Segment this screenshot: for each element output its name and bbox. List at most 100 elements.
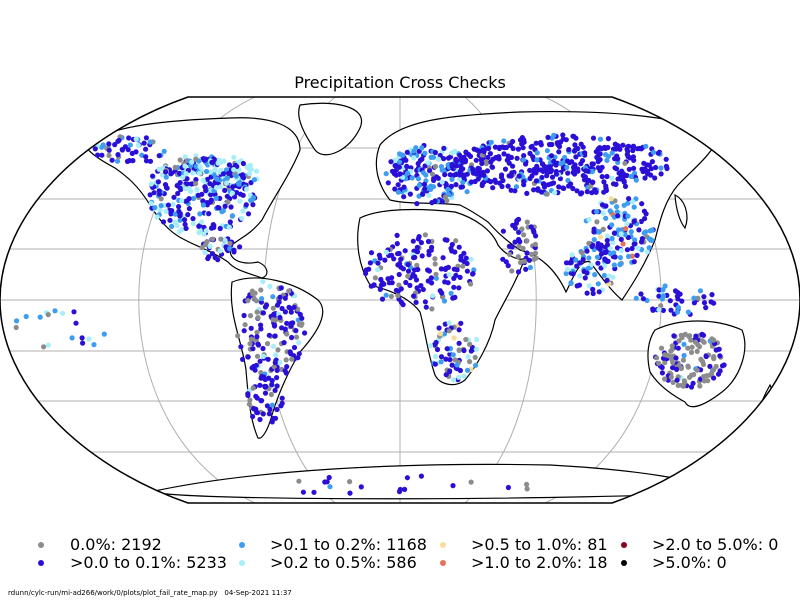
station-marker xyxy=(229,190,235,196)
station-marker xyxy=(177,217,183,223)
station-marker xyxy=(147,158,154,164)
station-marker xyxy=(453,156,459,162)
station-marker xyxy=(693,333,699,339)
station-marker xyxy=(527,264,534,271)
station-marker xyxy=(287,349,293,355)
station-marker xyxy=(254,329,260,335)
station-marker xyxy=(671,333,677,339)
station-marker xyxy=(635,245,641,251)
station-marker xyxy=(535,186,541,192)
station-marker xyxy=(414,285,420,291)
station-marker xyxy=(584,290,590,296)
station-marker xyxy=(577,273,583,279)
station-marker xyxy=(488,179,494,185)
station-marker xyxy=(668,307,674,313)
station-marker xyxy=(454,362,460,368)
station-marker xyxy=(440,294,446,300)
station-marker xyxy=(143,154,149,160)
station-marker xyxy=(172,219,178,225)
station-marker xyxy=(402,248,408,254)
station-marker xyxy=(611,230,618,236)
station-marker xyxy=(296,478,302,484)
station-marker xyxy=(272,360,278,366)
station-marker xyxy=(566,146,572,153)
station-marker xyxy=(643,211,649,217)
station-marker xyxy=(606,273,612,279)
station-marker xyxy=(264,341,271,347)
station-marker xyxy=(193,177,199,183)
station-marker xyxy=(626,253,632,260)
station-marker xyxy=(530,227,537,233)
station-marker xyxy=(574,188,580,194)
station-marker xyxy=(226,170,232,176)
station-marker xyxy=(246,401,252,407)
station-marker xyxy=(453,163,459,169)
station-marker xyxy=(705,378,711,384)
station-marker xyxy=(385,180,391,186)
station-marker xyxy=(279,395,285,401)
station-marker xyxy=(133,136,139,142)
station-marker xyxy=(183,171,189,177)
station-marker xyxy=(678,332,684,338)
station-marker xyxy=(182,186,188,192)
station-marker xyxy=(457,274,463,280)
station-marker xyxy=(190,216,196,222)
station-marker xyxy=(656,287,662,293)
station-marker xyxy=(674,309,681,315)
station-marker xyxy=(604,237,610,244)
station-marker xyxy=(163,185,170,191)
station-marker xyxy=(195,192,201,198)
station-marker xyxy=(200,177,206,183)
station-marker xyxy=(713,347,719,353)
station-marker xyxy=(165,202,171,208)
station-marker xyxy=(563,270,569,277)
station-marker xyxy=(460,159,466,165)
station-marker xyxy=(483,159,489,165)
station-marker xyxy=(143,158,150,164)
station-marker xyxy=(639,201,645,207)
station-marker xyxy=(196,223,202,229)
station-marker xyxy=(564,164,570,170)
station-marker xyxy=(703,353,709,360)
station-marker xyxy=(565,158,571,164)
station-marker xyxy=(126,135,132,141)
station-marker xyxy=(721,362,727,368)
station-marker xyxy=(175,190,181,197)
map-title: Precipitation Cross Checks xyxy=(294,73,506,92)
station-marker xyxy=(470,166,476,172)
station-marker xyxy=(631,165,637,171)
station-marker xyxy=(196,170,203,176)
station-marker xyxy=(291,304,297,310)
station-marker xyxy=(467,359,473,365)
station-marker xyxy=(681,341,687,347)
station-marker xyxy=(176,208,182,214)
station-marker xyxy=(681,352,687,359)
station-marker xyxy=(609,175,615,181)
station-marker xyxy=(396,164,402,170)
japan xyxy=(674,193,688,230)
station-marker xyxy=(461,373,467,379)
station-marker xyxy=(289,334,295,341)
station-marker xyxy=(560,132,566,138)
station-marker xyxy=(604,242,611,248)
station-marker xyxy=(501,151,507,157)
station-marker xyxy=(601,189,607,195)
station-marker xyxy=(612,254,618,260)
station-marker xyxy=(612,165,618,171)
station-marker xyxy=(392,186,398,192)
station-marker xyxy=(388,159,394,165)
station-marker xyxy=(603,215,609,221)
station-marker xyxy=(509,268,515,274)
station-marker xyxy=(274,367,280,373)
station-marker xyxy=(420,191,426,197)
station-marker xyxy=(633,177,639,183)
station-marker xyxy=(618,236,624,242)
station-marker xyxy=(226,224,232,230)
station-marker xyxy=(533,255,539,261)
station-marker xyxy=(426,192,432,198)
station-marker xyxy=(456,285,462,291)
station-marker xyxy=(619,168,625,174)
station-marker xyxy=(245,392,251,398)
station-marker xyxy=(590,286,596,292)
legend-marker-4 xyxy=(440,542,446,548)
